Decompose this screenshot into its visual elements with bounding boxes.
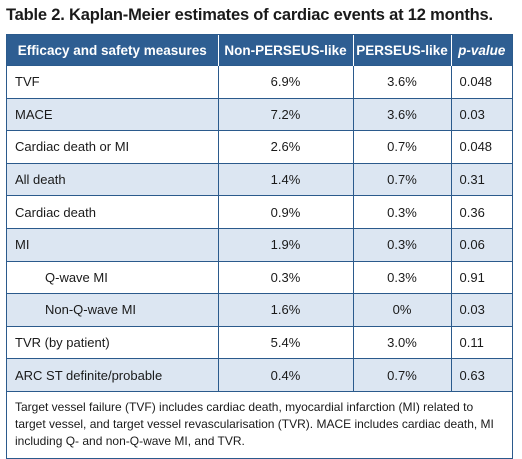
cell-p-value: 0.03 [451, 293, 512, 327]
row-label: Non-Q-wave MI [7, 293, 219, 327]
cell-p-value: 0.048 [451, 65, 512, 99]
col-header-non-perseus: Non-PERSEUS-like [218, 35, 354, 66]
cell-non-perseus: 1.6% [218, 293, 354, 327]
cell-non-perseus: 7.2% [218, 97, 354, 131]
cell-non-perseus: 0.3% [218, 260, 354, 294]
row-label: ARC ST definite/probable [7, 358, 219, 391]
table-row: TVF 6.9% 3.6% 0.048 [7, 65, 512, 99]
cell-perseus: 3.6% [353, 65, 452, 99]
row-label: MI [7, 227, 219, 262]
cell-perseus: 0.7% [353, 358, 452, 391]
row-label: Q-wave MI [7, 260, 219, 294]
row-label: TVR (by patient) [7, 325, 219, 359]
col-header-perseus: PERSEUS-like [353, 35, 452, 66]
cell-non-perseus: 1.4% [218, 162, 354, 196]
cell-p-value: 0.63 [451, 358, 512, 391]
row-label: All death [7, 162, 219, 196]
col-header-p-value: p-value [451, 35, 512, 66]
cell-non-perseus: 6.9% [218, 65, 354, 99]
table-row: All death 1.4% 0.7% 0.31 [7, 162, 512, 196]
row-label: TVF [7, 65, 219, 99]
cell-p-value: 0.11 [451, 325, 512, 359]
col-header-measures: Efficacy and safety measures [7, 35, 219, 66]
cell-p-value: 0.91 [451, 260, 512, 294]
cell-p-value: 0.06 [451, 227, 512, 262]
header-row: Efficacy and safety measures Non-PERSEUS… [7, 35, 512, 66]
cell-non-perseus: 0.4% [218, 358, 354, 391]
row-label: MACE [7, 97, 219, 131]
table-title: Table 2. Kaplan-Meier estimates of cardi… [6, 6, 493, 24]
table-row: Cardiac death 0.9% 0.3% 0.36 [7, 195, 512, 229]
table-row: Cardiac death or MI 2.6% 0.7% 0.048 [7, 130, 512, 164]
cell-p-value: 0.03 [451, 97, 512, 131]
footnote: Target vessel failure (TVF) includes car… [7, 390, 512, 458]
cell-non-perseus: 0.9% [218, 195, 354, 229]
cell-perseus: 0.3% [353, 195, 452, 229]
row-label: Cardiac death or MI [7, 130, 219, 164]
cell-p-value: 0.048 [451, 130, 512, 164]
cell-perseus: 0.7% [353, 130, 452, 164]
cell-perseus: 0.7% [353, 162, 452, 196]
table-row: Q-wave MI 0.3% 0.3% 0.91 [7, 260, 512, 294]
p-value-label: p-value [458, 42, 506, 58]
table-row: Non-Q-wave MI 1.6% 0% 0.03 [7, 293, 512, 327]
table-row: TVR (by patient) 5.4% 3.0% 0.11 [7, 325, 512, 359]
cell-p-value: 0.31 [451, 162, 512, 196]
cell-non-perseus: 5.4% [218, 325, 354, 359]
cell-perseus: 3.0% [353, 325, 452, 359]
cell-perseus: 3.6% [353, 97, 452, 131]
cell-perseus: 0.3% [353, 227, 452, 262]
results-table: Efficacy and safety measures Non-PERSEUS… [6, 34, 513, 459]
cell-perseus: 0.3% [353, 260, 452, 294]
cell-perseus: 0% [353, 293, 452, 327]
table-row: MI 1.9% 0.3% 0.06 [7, 227, 512, 262]
table-row: MACE 7.2% 3.6% 0.03 [7, 97, 512, 131]
cell-non-perseus: 1.9% [218, 227, 354, 262]
table-row: ARC ST definite/probable 0.4% 0.7% 0.63 [7, 358, 512, 391]
page: Table 2. Kaplan-Meier estimates of cardi… [6, 6, 513, 459]
cell-p-value: 0.36 [451, 195, 512, 229]
row-label: Cardiac death [7, 195, 219, 229]
cell-non-perseus: 2.6% [218, 130, 354, 164]
